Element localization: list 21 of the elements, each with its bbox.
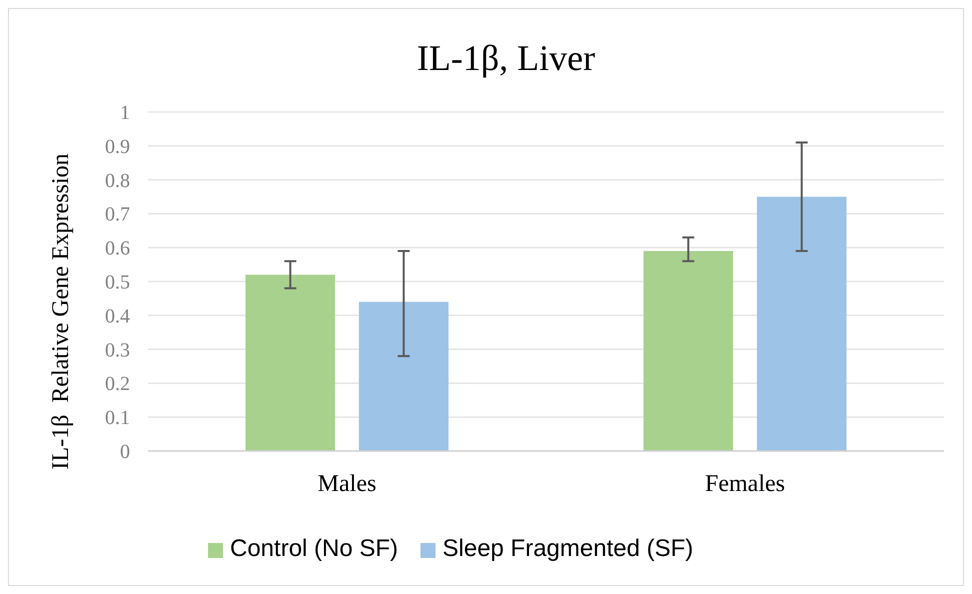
x-tick-label: Females [705,471,785,497]
x-tick-label: Males [318,471,376,497]
legend-label: Sleep Fragmented (SF) [442,535,694,562]
y-tick-label: 1 [120,102,130,124]
y-tick-label: 0.2 [105,373,130,396]
bar [756,196,846,451]
chart-title: IL-1β, Liver [416,38,596,78]
bar [246,274,336,451]
y-axis-title: IL-1β Relative Gene Expression [48,153,74,470]
y-tick-label: 0.5 [105,272,130,294]
y-tick-label: 0.7 [105,204,130,226]
y-tick-label: 0.3 [105,339,130,362]
y-tick-label: 0.4 [105,305,130,328]
bar [358,302,448,451]
bar [644,250,734,451]
y-tick-label: 0 [120,441,130,463]
y-tick-label: 0.9 [105,136,130,158]
legend-label: Control (No SF) [230,535,398,562]
y-tick-label: 0.6 [105,238,130,260]
y-tick-label: 0.8 [105,170,130,192]
y-tick-label: 0.1 [105,407,130,430]
